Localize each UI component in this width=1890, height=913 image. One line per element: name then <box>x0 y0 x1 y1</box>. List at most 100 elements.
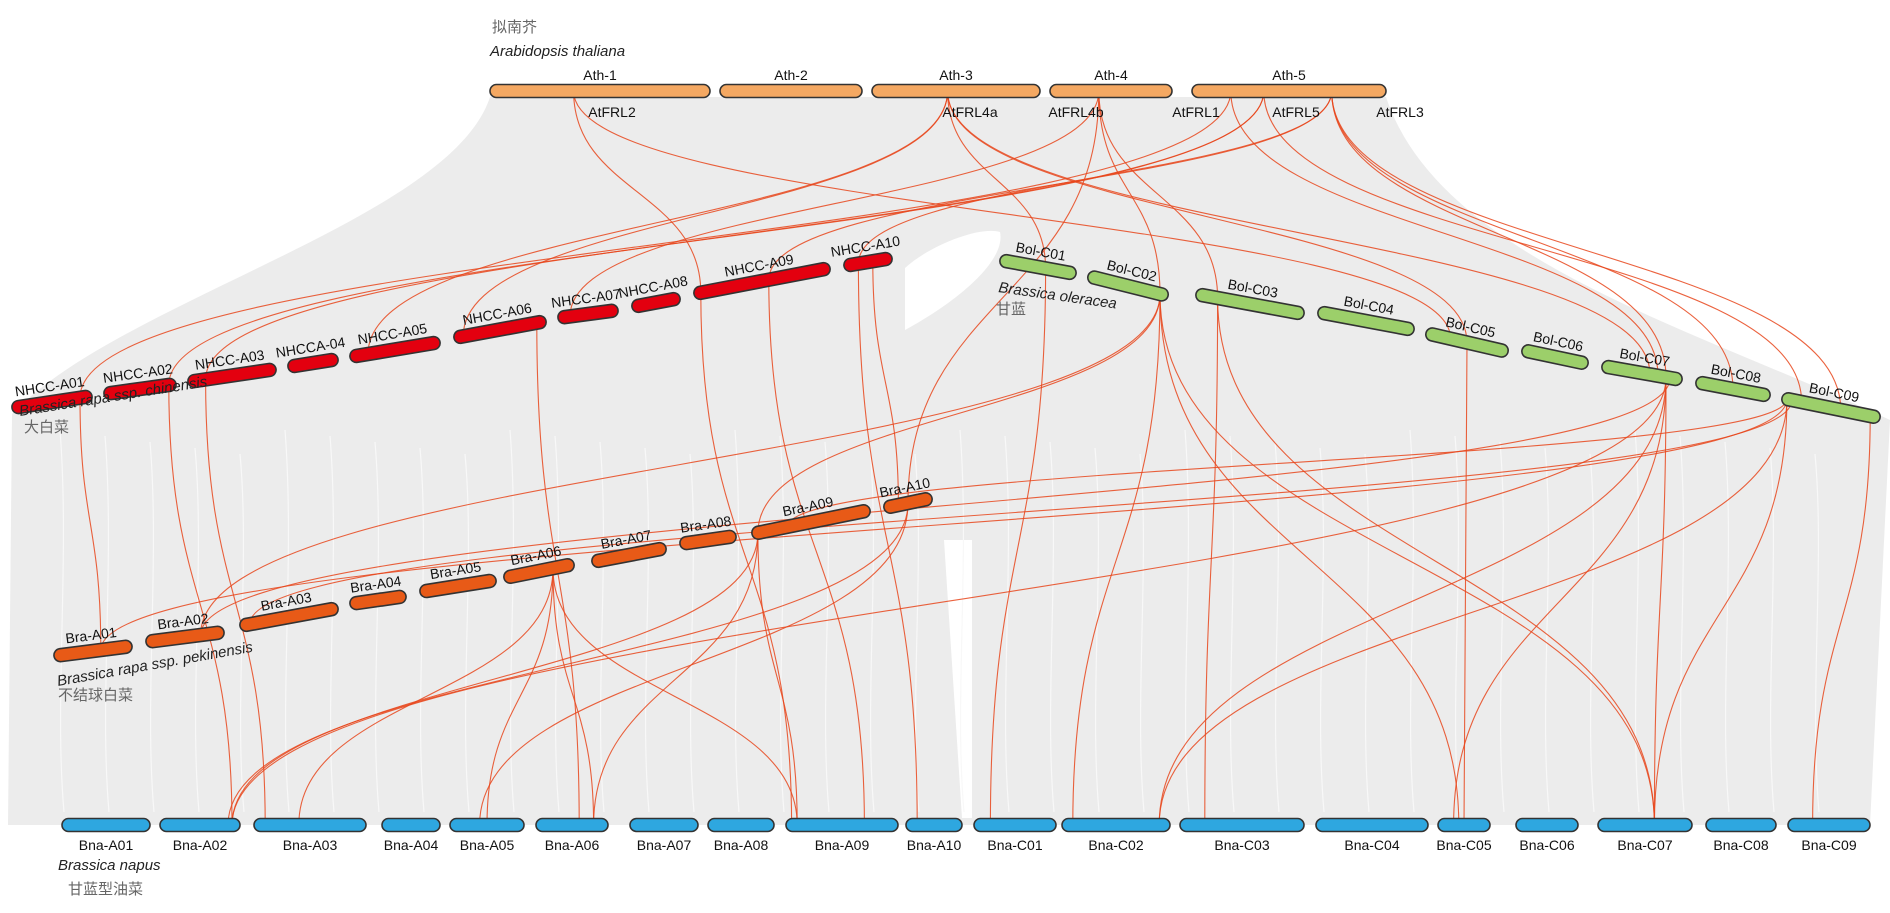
chromosome-bra-a07 <box>591 541 667 569</box>
collinear-link <box>1217 297 1655 826</box>
collinear-link <box>757 293 1161 533</box>
collinear-link <box>168 384 233 826</box>
gene-label-atfrl3: AtFRL3 <box>1376 104 1424 120</box>
band-striation <box>104 435 110 813</box>
collinear-link <box>1098 90 1219 299</box>
chromosome-bra-a03 <box>239 601 339 633</box>
chromosome-nhcc-a05 <box>349 335 441 364</box>
chromosome-bol-c04 <box>1317 305 1415 337</box>
band-striation <box>1004 435 1010 813</box>
synteny-bands <box>8 97 1890 825</box>
collinear-link <box>1653 398 1788 826</box>
collinear-link <box>857 90 1333 264</box>
collinear-link <box>573 90 1452 339</box>
gene-label-atfrl5: AtFRL5 <box>1272 104 1320 120</box>
chromosome-label: Bna-A10 <box>907 837 962 853</box>
chromosome-bol-c01 <box>999 253 1077 281</box>
band-striation <box>824 441 830 813</box>
collinear-link <box>1098 90 1161 295</box>
collinear-link <box>552 568 798 826</box>
chromosome-label: Bna-C07 <box>1617 837 1672 853</box>
chromosome-label: Bna-A07 <box>637 837 692 853</box>
chromosome-label: Bra-A01 <box>64 624 117 646</box>
collinear-link <box>1158 377 1667 826</box>
collinear-link <box>947 90 1047 269</box>
band-striation <box>1724 441 1730 813</box>
chromosome-bna-a03 <box>253 817 367 833</box>
chromosomes <box>11 83 1881 833</box>
collinear-link <box>947 90 1468 343</box>
chromosome-label: Bna-C09 <box>1801 837 1856 853</box>
chromosome-label: Bna-A09 <box>815 837 870 853</box>
collinear-link <box>79 397 102 651</box>
chromosome-nhcc-a06 <box>453 314 547 345</box>
chromosome-bra-a05 <box>419 573 497 599</box>
chromosome-label: Ath-3 <box>939 67 973 83</box>
chromosome-bra-a02 <box>145 625 225 649</box>
band-striation <box>1679 435 1685 813</box>
collinear-link <box>298 568 554 826</box>
band-striation <box>464 453 470 813</box>
collinear-link <box>205 90 1265 380</box>
collinear-link <box>989 268 1047 826</box>
chromosome-bna-a07 <box>629 817 699 833</box>
chromosome-label: Bra-A08 <box>679 513 732 536</box>
band-gap <box>944 540 972 818</box>
chromosome-label: Bna-C03 <box>1214 837 1269 853</box>
collinear-link <box>367 90 949 355</box>
collinear-link <box>569 90 1100 317</box>
band-striation <box>1094 447 1100 813</box>
collinear-link <box>249 399 1793 625</box>
gene-label-atfrl4b: AtFRL4b <box>1048 104 1103 120</box>
band-striation <box>149 441 155 813</box>
chromosome-label: Bna-A03 <box>283 837 338 853</box>
chromosome-bol-c06 <box>1521 344 1589 370</box>
chromosome-ath-5 <box>1191 83 1387 99</box>
gene-label-atfrl1: AtFRL1 <box>1172 104 1220 120</box>
chromosome-bna-c05 <box>1437 817 1491 833</box>
chromosome-bna-a09 <box>785 817 899 833</box>
species-bol-cn: 甘蓝 <box>996 300 1026 318</box>
band-striation <box>59 429 65 813</box>
band-striation <box>1049 441 1055 813</box>
chromosome-bra-a09 <box>751 503 871 541</box>
chromosome-label: Bna-C06 <box>1519 837 1574 853</box>
collinear-link <box>1263 90 1803 403</box>
collinear-link <box>1159 293 1460 826</box>
collinear-link <box>857 263 918 826</box>
chromosome-nhcc-a02 <box>103 377 177 401</box>
chromosome-bna-a10 <box>905 817 963 833</box>
chromosome-label: Ath-1 <box>583 67 617 83</box>
band-striation <box>419 447 425 813</box>
species-bna-latin: Brassica napus <box>58 857 161 874</box>
species-bna-cn: 甘蓝型油菜 <box>68 880 143 898</box>
species-ath-cn: 拟南芥 <box>492 18 537 36</box>
collinear-link <box>1158 398 1788 826</box>
collinear-link <box>200 293 1161 636</box>
collinear-link <box>486 568 554 826</box>
collinear-link <box>100 398 1788 651</box>
collinear-link <box>1453 377 1667 826</box>
band-striation <box>599 441 605 813</box>
collinear-link <box>1204 297 1219 826</box>
chromosome-label: Bna-C05 <box>1436 837 1491 853</box>
chromosome-bra-a01 <box>53 639 133 663</box>
chromosome-label: Bna-C01 <box>987 837 1042 853</box>
chromosome-nhcc-a09 <box>693 261 831 301</box>
chromosome-label: Bna-A04 <box>384 837 439 853</box>
collinear-link <box>1463 342 1468 826</box>
chromosome-bna-a05 <box>449 817 525 833</box>
band-striation <box>1274 441 1280 813</box>
chromosome-label: Bna-A08 <box>714 837 769 853</box>
chromosome-bol-c07 <box>1601 359 1683 387</box>
collinear-link <box>907 90 1100 504</box>
chromosome-bna-a08 <box>707 817 775 833</box>
chromosome-bna-c08 <box>1705 817 1777 833</box>
collinear-link <box>552 568 595 826</box>
chromosome-bna-c01 <box>973 817 1057 833</box>
gene-label-atfrl4a: AtFRL4a <box>942 104 997 120</box>
chromosome-bna-a02 <box>159 817 241 833</box>
chromosome-label: Ath-5 <box>1272 67 1306 83</box>
chromosome-label: Bna-C08 <box>1713 837 1768 853</box>
collinear-link <box>479 502 909 826</box>
